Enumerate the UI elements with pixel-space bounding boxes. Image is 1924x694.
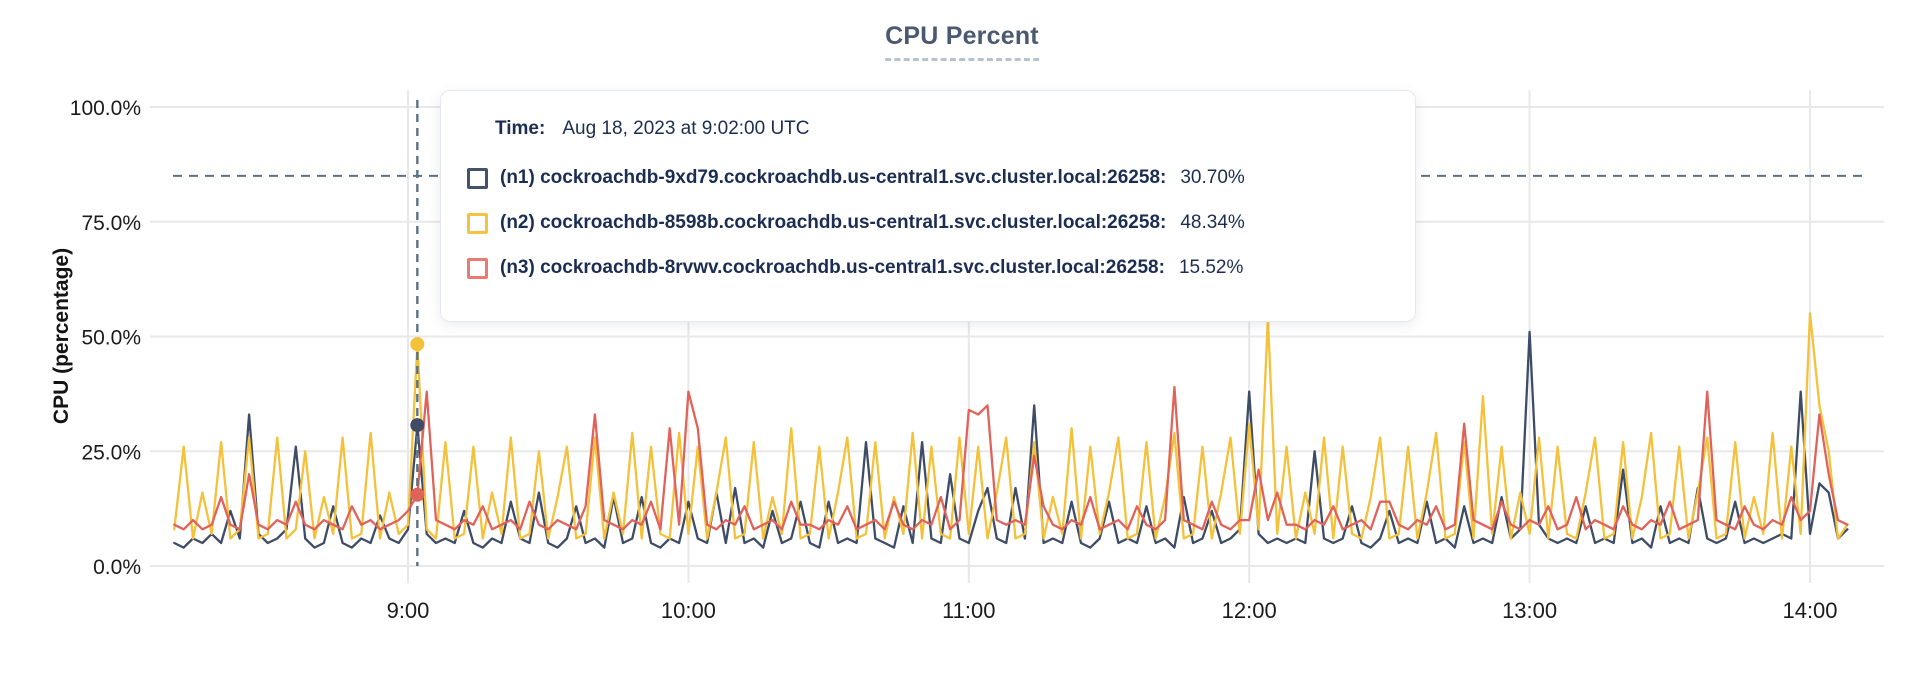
series-n3-value: 15.52% bbox=[1178, 257, 1244, 278]
x-tick-label: 10:00 bbox=[661, 598, 716, 623]
x-tick-label: 14:00 bbox=[1782, 598, 1837, 623]
x-tick-label: 9:00 bbox=[387, 598, 430, 623]
series-n1-label: (n1) cockroachdb-9xd79.cockroachdb.us-ce… bbox=[500, 167, 1167, 188]
x-tick-label: 13:00 bbox=[1502, 598, 1557, 623]
y-tick-label: 0.0% bbox=[93, 556, 141, 579]
series-n3-label: (n3) cockroachdb-8rvwv.cockroachdb.us-ce… bbox=[500, 257, 1165, 278]
series-n1-swatch-icon bbox=[467, 167, 488, 189]
hover-point-n1 bbox=[410, 418, 425, 433]
y-axis-title: CPU (percentage) bbox=[50, 247, 73, 425]
series-n3-line bbox=[173, 385, 1849, 531]
tooltip-series-row-n1: (n1) cockroachdb-9xd79.cockroachdb.us-ce… bbox=[467, 167, 1387, 189]
hover-point-n3 bbox=[410, 487, 425, 502]
chart-tooltip: Time: Aug 18, 2023 at 9:02:00 UTC (n1) co… bbox=[440, 90, 1416, 322]
series-n1-value: 30.70% bbox=[1180, 167, 1245, 188]
series-n2-label: (n2) cockroachdb-8598b.cockroachdb.us-ce… bbox=[500, 212, 1167, 233]
y-tick-label: 100.0% bbox=[70, 97, 141, 120]
y-tick-label: 75.0% bbox=[81, 212, 141, 235]
tooltip-time-label: Time: bbox=[495, 118, 546, 139]
series-n2-value: 48.34% bbox=[1180, 212, 1245, 233]
series-n1-line bbox=[173, 330, 1849, 549]
chart-title: CPU Percent bbox=[885, 22, 1039, 61]
tooltip-series-row-n3: (n3) cockroachdb-8rvwv.cockroachdb.us-ce… bbox=[467, 257, 1387, 279]
series-n2-swatch-icon bbox=[467, 212, 488, 234]
tooltip-time-row: Time: Aug 18, 2023 at 9:02:00 UTC bbox=[495, 118, 1387, 140]
x-tick-label: 12:00 bbox=[1222, 598, 1277, 623]
series-n2-line bbox=[173, 312, 1849, 540]
y-tick-label: 25.0% bbox=[81, 441, 141, 464]
x-tick-label: 11:00 bbox=[942, 598, 995, 623]
tooltip-time-value: Aug 18, 2023 at 9:02:00 UTC bbox=[562, 118, 810, 139]
tooltip-series-row-n2: (n2) cockroachdb-8598b.cockroachdb.us-ce… bbox=[467, 212, 1387, 234]
y-tick-label: 50.0% bbox=[81, 327, 141, 350]
series-n3-swatch-icon bbox=[467, 257, 488, 279]
hover-point-n2 bbox=[410, 337, 425, 352]
